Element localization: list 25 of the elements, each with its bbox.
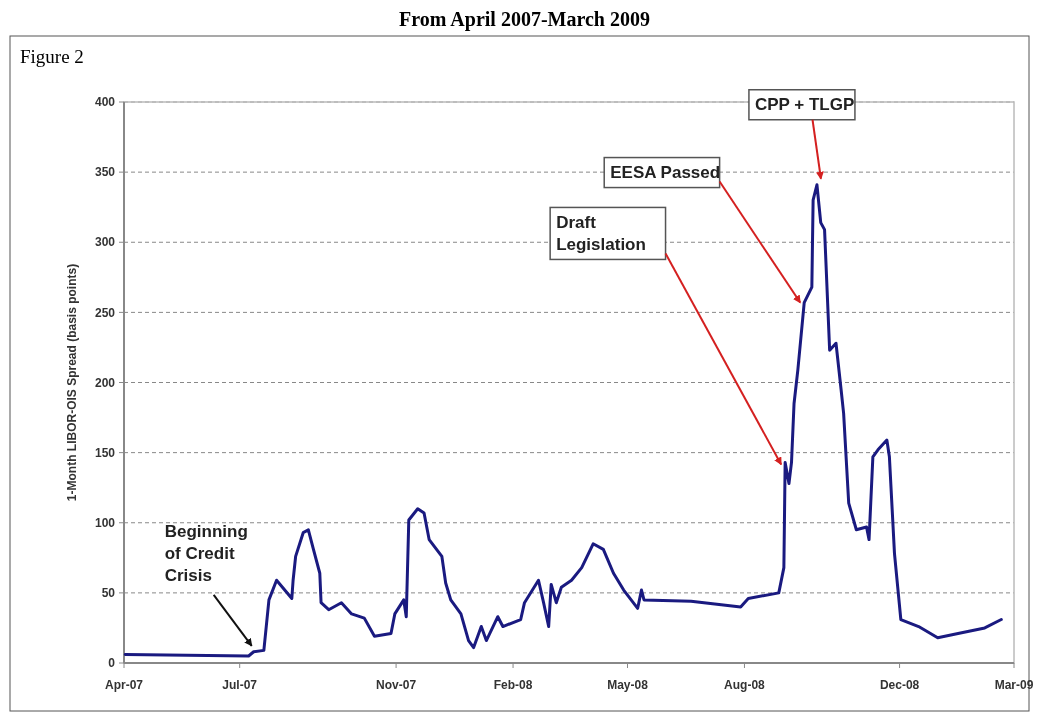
annotation: EESA Passed — [610, 163, 721, 183]
x-tick-label: Dec-08 — [879, 678, 920, 692]
x-tick-label: Feb-08 — [493, 678, 533, 692]
y-tick-label: 50 — [101, 586, 116, 601]
x-tick-label: Aug-08 — [724, 678, 766, 692]
x-tick-label: Nov-07 — [376, 678, 417, 692]
y-tick-label: 350 — [94, 165, 116, 180]
y-tick-label: 250 — [94, 305, 116, 320]
x-tick-label: Jul-07 — [222, 678, 258, 692]
annotation: Draft Legislation — [556, 212, 646, 254]
y-tick-label: 150 — [94, 445, 116, 460]
x-tick-label: May-08 — [607, 678, 649, 692]
line-series — [123, 183, 1003, 658]
y-tick-label: 100 — [94, 515, 116, 530]
annotation: Beginning of Credit Crisis — [164, 522, 248, 586]
y-tick-label: 0 — [108, 656, 116, 671]
x-tick-label: Mar-09 — [994, 678, 1034, 692]
y-axis-title: 1-Month LIBOR-OIS Spread (basis points) — [65, 263, 79, 502]
y-tick-label: 200 — [94, 375, 116, 390]
chart-title: From April 2007-March 2009 — [399, 8, 650, 31]
x-tick-label: Apr-07 — [104, 678, 144, 692]
y-tick-label: 400 — [94, 95, 116, 110]
caption: Figure 2 — [20, 46, 84, 67]
y-tick-label: 300 — [94, 235, 116, 250]
annotation: CPP + TLGP — [754, 95, 855, 115]
